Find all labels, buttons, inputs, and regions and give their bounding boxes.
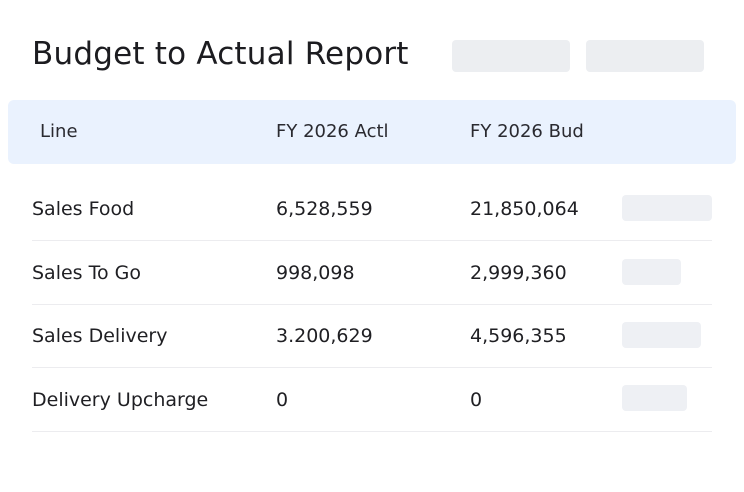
column-header-actual[interactable]: FY 2026 Actl (276, 121, 389, 142)
table-header-row: Line FY 2026 Actl FY 2026 Bud (8, 100, 736, 164)
row-line-label: Sales To Go (32, 262, 141, 284)
table-row[interactable]: Delivery Upcharge 0 0 (32, 368, 712, 432)
column-header-budget[interactable]: FY 2026 Bud (470, 121, 584, 142)
row-action-placeholder[interactable] (622, 259, 681, 285)
row-actual-value: 0 (276, 389, 289, 411)
page-title: Budget to Actual Report (32, 36, 409, 72)
row-action-placeholder[interactable] (622, 195, 712, 221)
table-row[interactable]: Sales Food 6,528,559 21,850,064 (32, 177, 712, 241)
row-actual-value: 3.200,629 (276, 325, 373, 347)
table-row[interactable]: Sales Delivery 3.200,629 4,596,355 (32, 304, 712, 368)
row-line-label: Delivery Upcharge (32, 389, 209, 411)
row-actual-value: 998,098 (276, 262, 355, 284)
toolbar-button-placeholder[interactable] (586, 40, 704, 72)
row-budget-value: 21,850,064 (470, 198, 579, 220)
row-line-label: Sales Delivery (32, 325, 168, 347)
toolbar-button-placeholder[interactable] (452, 40, 570, 72)
column-header-line[interactable]: Line (40, 121, 78, 142)
row-actual-value: 6,528,559 (276, 198, 373, 220)
row-budget-value: 2,999,360 (470, 262, 567, 284)
row-line-label: Sales Food (32, 198, 135, 220)
row-action-placeholder[interactable] (622, 322, 701, 348)
row-action-placeholder[interactable] (622, 385, 687, 411)
row-budget-value: 4,596,355 (470, 325, 567, 347)
table-row[interactable]: Sales To Go 998,098 2,999,360 (32, 241, 712, 305)
row-budget-value: 0 (470, 389, 483, 411)
